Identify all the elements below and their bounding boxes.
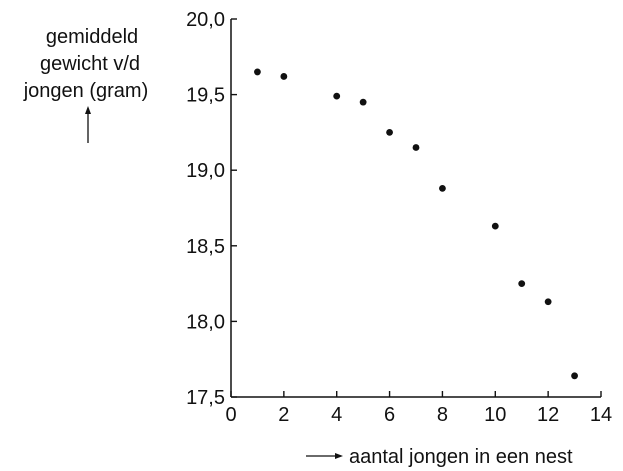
x-tick-label: 14: [590, 404, 612, 426]
data-point: [439, 184, 446, 192]
y-tick-label: 20,0: [186, 9, 225, 31]
data-point: [518, 280, 526, 287]
data-point: [386, 129, 393, 136]
y-tick-label: 19,5: [186, 85, 225, 107]
data-point: [491, 222, 499, 230]
x-tick-label: 0: [225, 404, 236, 426]
data-point: [333, 92, 341, 100]
x-tick-label: 6: [384, 404, 395, 426]
x-tick-label: 12: [537, 404, 559, 426]
y-tick-label: 17,5: [186, 387, 225, 409]
data-point: [254, 68, 261, 76]
y-axis-label: gemiddeld gewicht v/d jongen (gram): [23, 26, 149, 102]
data-point: [544, 298, 552, 306]
data-points: [254, 68, 578, 380]
y-tick-label: 18,5: [186, 236, 225, 258]
data-point: [412, 144, 420, 151]
x-axis-arrow: [306, 453, 343, 459]
x-tick-label: 4: [331, 404, 342, 426]
data-point: [571, 372, 578, 380]
y-axis-label-line-1: gemiddeld: [46, 26, 138, 48]
x-tick-label: 8: [437, 404, 448, 426]
y-tick-label: 18,0: [186, 311, 225, 333]
y-axis-label-line-2: gewicht v/d: [40, 53, 140, 75]
x-ticks: 0 2 4 6 8 10 12 14: [225, 391, 612, 426]
x-tick-label: 2: [278, 404, 289, 426]
data-point: [280, 73, 288, 80]
x-axis-label: aantal jongen in een nest: [349, 446, 573, 468]
x-tick-label: 10: [484, 404, 506, 426]
y-axis-arrow: [85, 106, 91, 143]
y-ticks: 17,5 18,0 18,5 19,0 19,5 20,0: [186, 9, 237, 409]
data-point: [359, 98, 367, 106]
y-tick-label: 19,0: [186, 160, 225, 182]
y-axis-label-line-3: jongen (gram): [23, 80, 149, 102]
